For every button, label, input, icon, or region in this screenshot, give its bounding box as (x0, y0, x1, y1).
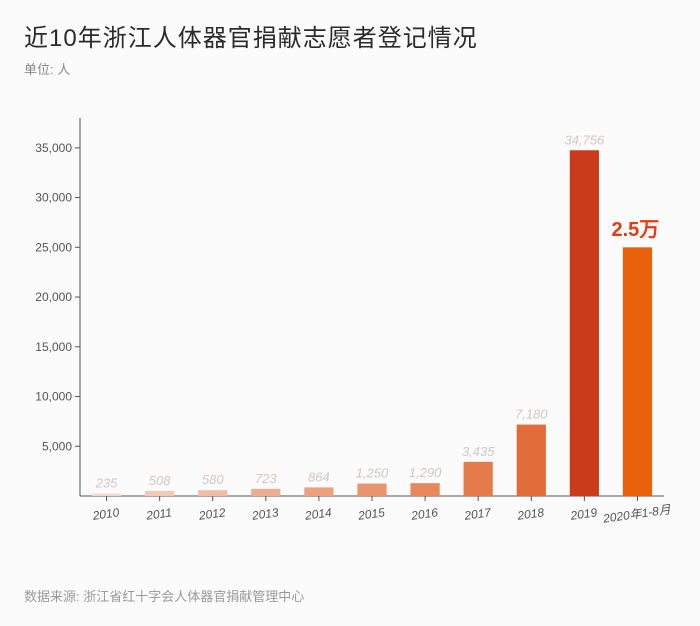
svg-text:580: 580 (202, 472, 224, 487)
svg-text:723: 723 (255, 471, 277, 486)
svg-text:20,000: 20,000 (35, 290, 72, 304)
chart-container: 近10年浙江人体器官捐献志愿者登记情况 单位: 人 5,000 10,000 15,… (0, 0, 700, 605)
svg-text:5,000: 5,000 (42, 439, 72, 453)
bar-chart-svg: 5,000 10,000 15,000 20,000 25,000 30,000 35,00… (24, 108, 676, 548)
svg-text:25,000: 25,000 (35, 240, 72, 254)
svg-text:15,000: 15,000 (35, 340, 72, 354)
svg-text:7,180: 7,180 (515, 407, 548, 422)
svg-text:2020年1-8月: 2020年1-8月 (601, 502, 672, 526)
svg-text:2011: 2011 (144, 505, 172, 523)
page-title: 近10年浙江人体器官捐献志愿者登记情况 (24, 18, 676, 53)
y-unit-label: 单位: 人 (24, 59, 676, 78)
svg-text:3,435: 3,435 (462, 444, 495, 459)
svg-text:2018: 2018 (516, 505, 546, 523)
svg-text:864: 864 (308, 469, 330, 484)
svg-text:235: 235 (95, 476, 118, 491)
chart-area: 5,000 10,000 15,000 20,000 25,000 30,000 35,00… (24, 108, 676, 568)
svg-text:2013: 2013 (250, 505, 280, 523)
svg-text:2010: 2010 (91, 505, 121, 523)
source-note: 数据来源: 浙江省红十字会人体器官捐献管理中心 (24, 586, 676, 605)
svg-text:2015: 2015 (356, 505, 386, 523)
svg-text:1,250: 1,250 (356, 466, 389, 481)
svg-text:508: 508 (149, 473, 171, 488)
svg-text:2012: 2012 (197, 505, 227, 523)
svg-text:1,290: 1,290 (409, 465, 442, 480)
svg-text:30,000: 30,000 (35, 191, 72, 205)
svg-text:10,000: 10,000 (35, 390, 72, 404)
svg-text:35,000: 35,000 (35, 141, 72, 155)
svg-text:2014: 2014 (303, 505, 333, 523)
svg-text:2016: 2016 (409, 505, 439, 523)
svg-text:34,756: 34,756 (564, 132, 605, 147)
svg-text:2017: 2017 (462, 505, 493, 523)
svg-text:2019: 2019 (569, 505, 599, 523)
